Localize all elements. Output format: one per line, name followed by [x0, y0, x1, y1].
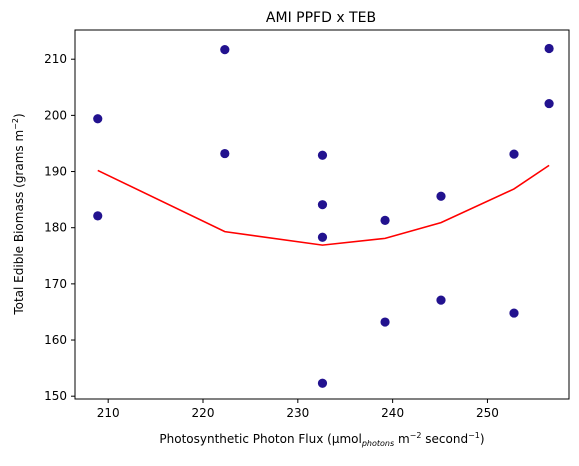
- y-tick-label: 200: [44, 108, 67, 122]
- x-axis-label: Photosynthetic Photon Flux (µmolphotons …: [159, 431, 484, 448]
- x-tick-label: 240: [381, 406, 404, 420]
- plot-area: [93, 43, 554, 388]
- y-tick-label: 190: [44, 165, 67, 179]
- data-point: [544, 43, 554, 54]
- y-tick-label: 210: [44, 52, 67, 66]
- x-axis-label-superscript-2: −1: [468, 431, 480, 440]
- trend-line: [97, 164, 550, 246]
- data-point: [317, 232, 328, 242]
- y-tick-label: 160: [44, 333, 67, 347]
- x-axis-label-middle-2: second: [421, 432, 468, 446]
- y-axis-label-suffix: ): [12, 113, 26, 118]
- chart-title: AMI PPFD x TEB: [266, 10, 376, 26]
- data-point: [93, 211, 103, 221]
- data-point: [317, 200, 328, 210]
- x-axis-label-superscript-1: −2: [410, 431, 422, 440]
- x-tick-label: 250: [476, 406, 499, 420]
- data-point: [509, 308, 519, 318]
- x-axis-ticks: 210 220 230 240 250: [97, 399, 499, 420]
- data-point: [93, 114, 103, 124]
- y-axis-ticks: 150 160 170 180 190 200 210: [44, 52, 75, 403]
- y-axis-label-superscript: −2: [11, 118, 20, 130]
- y-axis-label-prefix: Total Edible Biomass (grams m: [12, 130, 26, 316]
- x-axis-label-prefix: Photosynthetic Photon Flux (µmol: [159, 432, 361, 446]
- x-axis-label-middle: m: [394, 432, 410, 446]
- data-point: [317, 378, 328, 388]
- data-point: [220, 148, 230, 159]
- data-point: [436, 191, 446, 201]
- x-axis-label-suffix: ): [480, 432, 485, 446]
- data-point: [380, 317, 390, 327]
- y-tick-label: 150: [44, 389, 67, 403]
- x-tick-label: 210: [97, 406, 120, 420]
- data-point: [380, 215, 390, 225]
- data-point: [509, 149, 519, 159]
- y-tick-label: 170: [44, 277, 67, 291]
- data-point: [544, 98, 554, 109]
- y-tick-label: 180: [44, 221, 67, 235]
- x-axis-label-subscript: photons: [361, 439, 394, 448]
- y-axis-label: Total Edible Biomass (grams m−2): [11, 113, 26, 315]
- data-point: [220, 45, 230, 55]
- data-point: [436, 295, 446, 305]
- x-tick-label: 230: [286, 406, 309, 420]
- data-point: [317, 150, 328, 160]
- plot-frame: [74, 29, 570, 400]
- x-tick-label: 220: [192, 406, 215, 420]
